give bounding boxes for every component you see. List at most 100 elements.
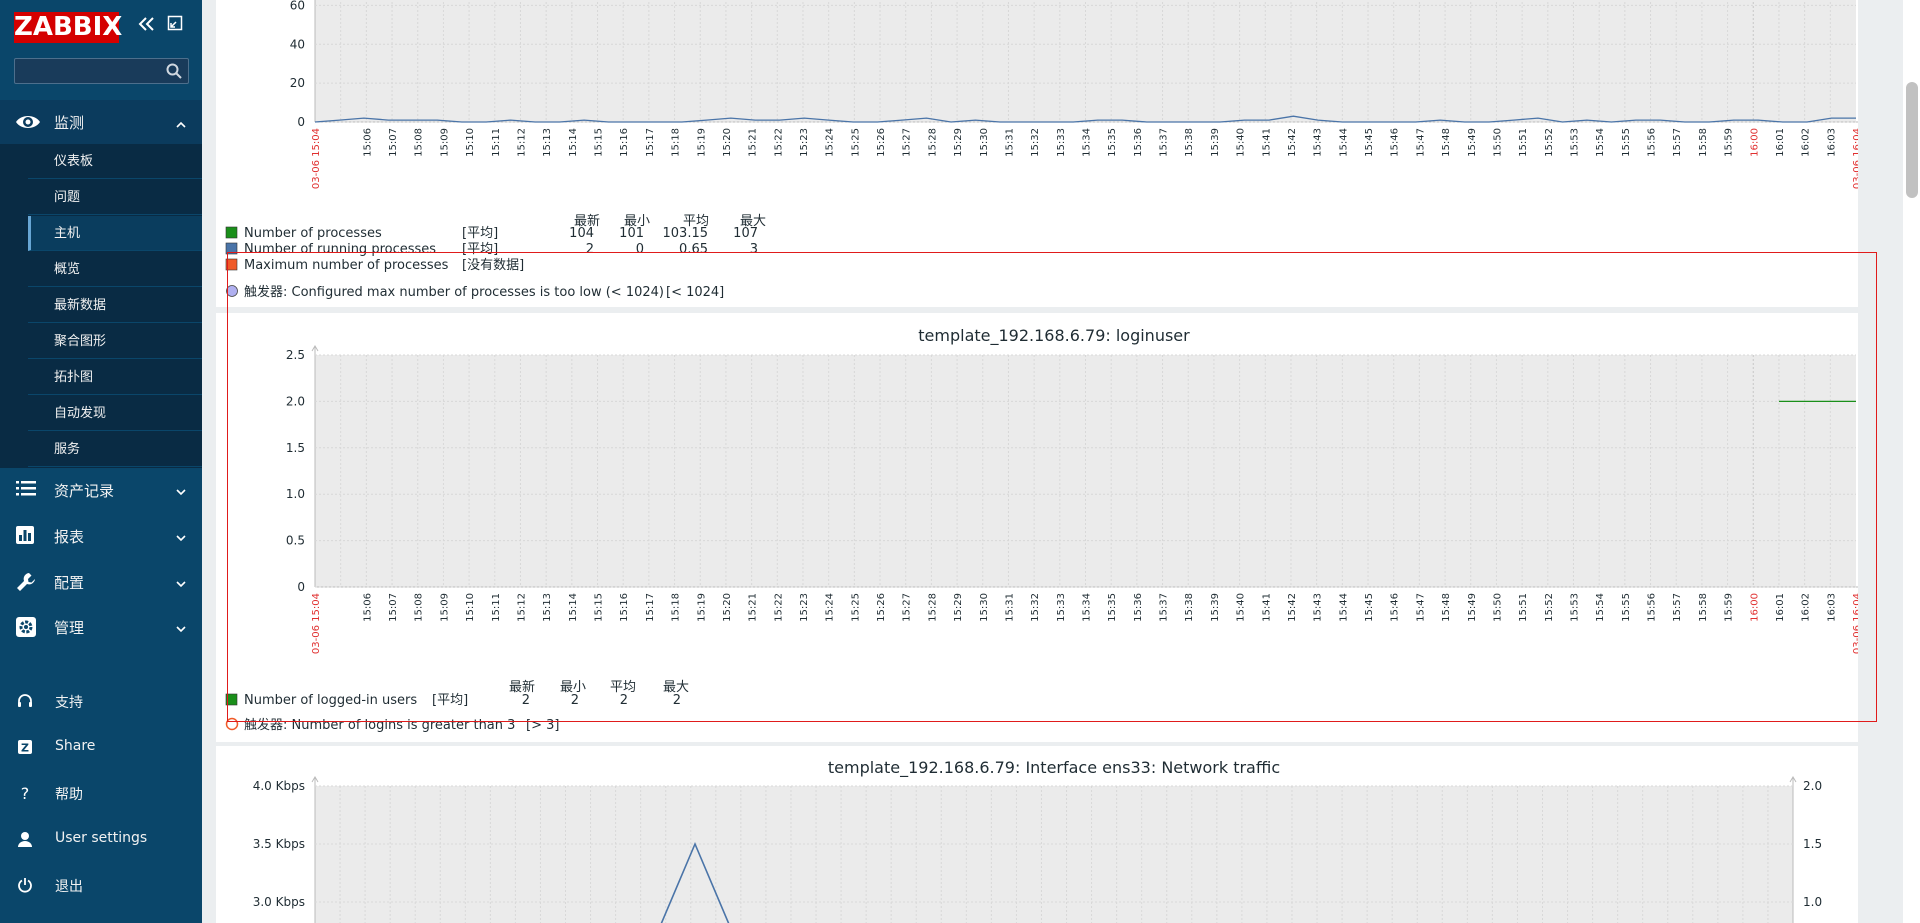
legend-value-latest: 2 xyxy=(586,242,594,257)
x-tick-label: 15:22 xyxy=(773,593,784,622)
x-tick-label: 15:46 xyxy=(1390,128,1401,157)
x-tick-label: 15:41 xyxy=(1261,593,1272,622)
x-tick-label: 15:44 xyxy=(1338,128,1349,157)
submenu-item-6[interactable]: 拓扑图 xyxy=(28,360,202,395)
search-field[interactable] xyxy=(14,58,189,84)
y-axis-arrow xyxy=(1789,776,1797,783)
x-tick-label: 15:13 xyxy=(542,128,553,157)
submenu-item-4[interactable]: 最新数据 xyxy=(28,288,202,323)
share-icon: Z xyxy=(17,739,33,759)
x-tick-label: 15:49 xyxy=(1467,128,1478,157)
submenu-item-5[interactable]: 聚合图形 xyxy=(28,324,202,359)
legend-series-func: [没有数据] xyxy=(462,258,524,273)
x-tick-label: 16:03 xyxy=(1826,593,1837,622)
monitoring-submenu: 仪表板 问题 主机 概览 最新数据 聚合图形 拓扑图 自动发现 服务 xyxy=(0,144,202,468)
x-tick-label: 15:40 xyxy=(1236,593,1247,622)
menu-list[interactable]: 资产记录 xyxy=(0,468,202,512)
bottom-item-help[interactable]: ? 帮助 xyxy=(0,771,202,815)
power-icon xyxy=(17,877,33,897)
x-tick-label: 15:16 xyxy=(619,128,630,157)
legend-value-avg: 0.65 xyxy=(679,242,708,257)
x-tick-label: 15:52 xyxy=(1544,128,1555,157)
user-icon xyxy=(17,831,33,851)
x-tick-label: 15:57 xyxy=(1672,128,1683,157)
submenu-item-3[interactable]: 概览 xyxy=(28,252,202,287)
legend-value-min: 2 xyxy=(571,693,579,708)
eye-icon xyxy=(15,111,40,133)
submenu-item-8[interactable]: 服务 xyxy=(28,432,202,467)
search-input[interactable] xyxy=(15,59,172,83)
x-tick-label: 15:51 xyxy=(1518,128,1529,157)
y-tick-label: 0.5 xyxy=(286,534,305,548)
x-tick-label: 15:32 xyxy=(1030,128,1041,157)
x-tick-label: 15:59 xyxy=(1724,593,1735,622)
y-tick-label-left: 3.0 Kbps xyxy=(253,895,305,909)
kiosk-mode-icon[interactable] xyxy=(164,15,186,37)
x-tick-label: 15:43 xyxy=(1313,128,1324,157)
x-tick-label: 15:45 xyxy=(1364,593,1375,622)
trigger-indicator xyxy=(226,285,238,297)
x-tick-label: 15:31 xyxy=(1004,128,1015,157)
menu-gear[interactable]: 管理 xyxy=(0,605,202,649)
bottom-item-label: 退出 xyxy=(55,879,83,895)
zabbix-logo[interactable]: ZABBIX xyxy=(14,12,123,43)
x-tick-label: 16:02 xyxy=(1801,593,1812,622)
x-tick-label: 15:37 xyxy=(1159,128,1170,157)
x-tick-label: 15:53 xyxy=(1569,593,1580,622)
bottom-item-power[interactable]: 退出 xyxy=(0,863,202,907)
x-tick-label: 16:02 xyxy=(1801,128,1812,157)
x-tick-label: 15:42 xyxy=(1287,593,1298,622)
x-tick-label: 15:29 xyxy=(953,128,964,157)
x-tick-label: 15:06 xyxy=(362,128,373,157)
x-tick-label: 15:24 xyxy=(825,593,836,622)
x-tick-label: 15:11 xyxy=(491,593,502,622)
legend-header-latest: 最新 xyxy=(509,679,535,695)
scrollbar-track[interactable] xyxy=(1903,0,1920,923)
network-chart: template_192.168.6.79: Interface ens33: … xyxy=(253,758,1822,923)
x-tick-label: 15:28 xyxy=(927,128,938,157)
y-tick-label: 40 xyxy=(290,37,305,51)
trigger-indicator xyxy=(225,717,239,731)
menu-monitoring[interactable]: 监测 xyxy=(0,100,202,144)
bottom-item-share[interactable]: Z Share xyxy=(0,725,202,769)
collapse-sidebar-icon[interactable] xyxy=(135,15,157,37)
bottom-item-label: Share xyxy=(55,738,96,754)
x-tick-label: 15:14 xyxy=(568,128,579,157)
x-tick-label: 15:50 xyxy=(1492,128,1503,157)
menu-label: 配置 xyxy=(54,573,85,592)
x-tick-label: 16:03 xyxy=(1826,128,1837,157)
x-tick-label: 15:54 xyxy=(1595,128,1606,157)
submenu-item-0[interactable]: 仪表板 xyxy=(28,144,202,179)
bottom-item-headset[interactable]: 支持 xyxy=(0,679,202,723)
x-tick-label: 15:56 xyxy=(1647,593,1658,622)
submenu-item-7[interactable]: 自动发现 xyxy=(28,396,202,431)
x-tick-label: 15:29 xyxy=(953,593,964,622)
legend-value-max: 2 xyxy=(673,693,681,708)
graph-title: template_192.168.6.79: Interface ens33: … xyxy=(828,758,1280,778)
x-tick-label: 15:58 xyxy=(1698,128,1709,157)
x-tick-end: 03-06 16:04 xyxy=(1852,593,1858,654)
chevron-down-icon xyxy=(176,481,186,500)
y-axis-arrow xyxy=(311,776,319,783)
legend-header-latest: 最新 xyxy=(574,213,600,229)
x-tick-label: 15:58 xyxy=(1698,593,1709,622)
menu-wrench[interactable]: 配置 xyxy=(0,560,202,604)
scrollbar-thumb[interactable] xyxy=(1906,82,1918,198)
x-tick-label: 15:33 xyxy=(1056,593,1067,622)
legend-value-min: 101 xyxy=(619,226,644,241)
x-tick-label: 16:01 xyxy=(1775,593,1786,622)
x-tick-label: 15:27 xyxy=(902,128,913,157)
submenu-item-2[interactable]: 主机 xyxy=(28,216,202,251)
svg-text:Z: Z xyxy=(21,742,29,755)
x-tick-label: 15:52 xyxy=(1544,593,1555,622)
menu-bar-chart[interactable]: 报表 xyxy=(0,514,202,558)
list-icon xyxy=(15,479,37,501)
search-icon[interactable] xyxy=(166,63,182,83)
graph-processes: 0 20 40 60 03-06 15:04 03-06 16:04 15:06 15:07 1… xyxy=(216,0,1866,307)
x-tick-label: 15:40 xyxy=(1236,128,1247,157)
bottom-item-user[interactable]: User settings xyxy=(0,817,202,861)
legend-series-func: [平均] xyxy=(462,226,498,241)
x-tick-label: 15:32 xyxy=(1030,593,1041,622)
submenu-item-1[interactable]: 问题 xyxy=(28,180,202,215)
bottom-item-label: User settings xyxy=(55,830,148,846)
